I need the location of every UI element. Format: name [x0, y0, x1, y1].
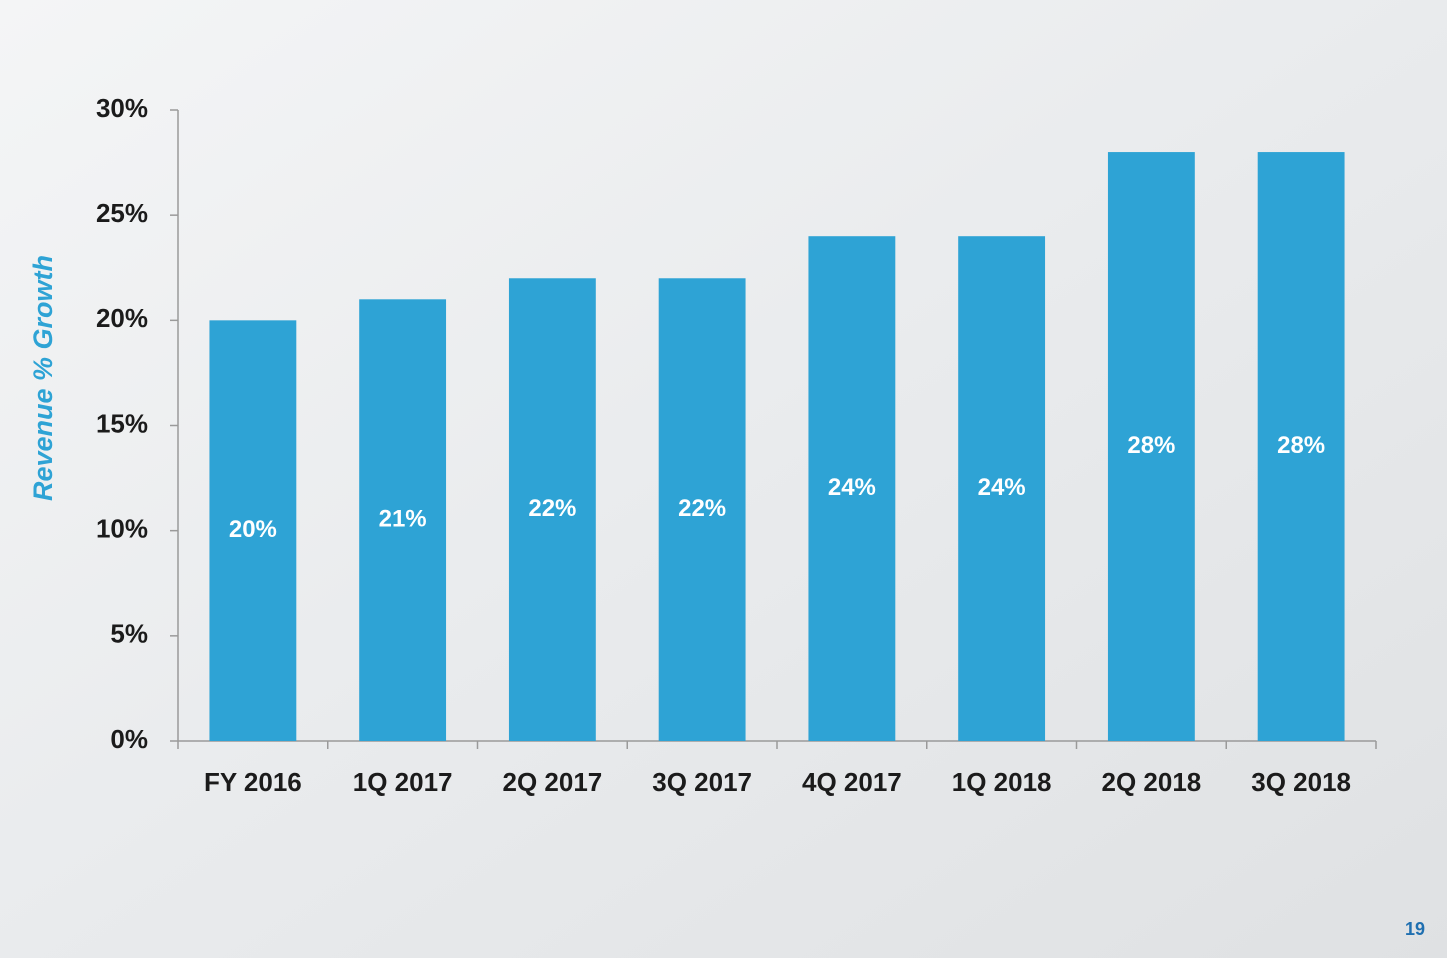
bar: [359, 299, 447, 741]
x-tick-label: 1Q 2018: [952, 767, 1052, 797]
y-tick-label: 30%: [96, 93, 148, 123]
bar: [209, 320, 297, 741]
y-tick-label: 5%: [110, 619, 148, 649]
bar: [808, 236, 896, 741]
data-label: 28%: [1127, 432, 1175, 459]
bar: [1107, 152, 1195, 742]
y-tick-label: 20%: [96, 303, 148, 333]
y-tick-label: 15%: [96, 408, 148, 438]
x-tick-label: 3Q 2017: [652, 767, 752, 797]
page-number: 19: [1405, 919, 1425, 939]
bar: [508, 278, 596, 741]
x-tick-label: 2Q 2018: [1102, 767, 1202, 797]
y-axis-label: Revenue % Growth: [28, 255, 58, 501]
x-tick-label: 3Q 2018: [1251, 767, 1351, 797]
data-label: 22%: [678, 495, 726, 522]
bar: [958, 236, 1046, 741]
y-tick-label: 10%: [96, 514, 148, 544]
bar: [1257, 152, 1345, 742]
x-tick-label: FY 2016: [204, 767, 302, 797]
x-tick-label: 1Q 2017: [353, 767, 453, 797]
y-tick-label: 25%: [96, 198, 148, 228]
data-label: 28%: [1277, 432, 1325, 459]
data-label: 24%: [828, 474, 876, 501]
data-label: 24%: [978, 474, 1026, 501]
data-label: 21%: [379, 505, 427, 532]
y-tick-label: 0%: [110, 724, 148, 754]
data-label: 20%: [229, 516, 277, 543]
data-label: 22%: [528, 495, 576, 522]
x-tick-label: 2Q 2017: [503, 767, 603, 797]
x-tick-label: 4Q 2017: [802, 767, 902, 797]
bar: [658, 278, 746, 741]
